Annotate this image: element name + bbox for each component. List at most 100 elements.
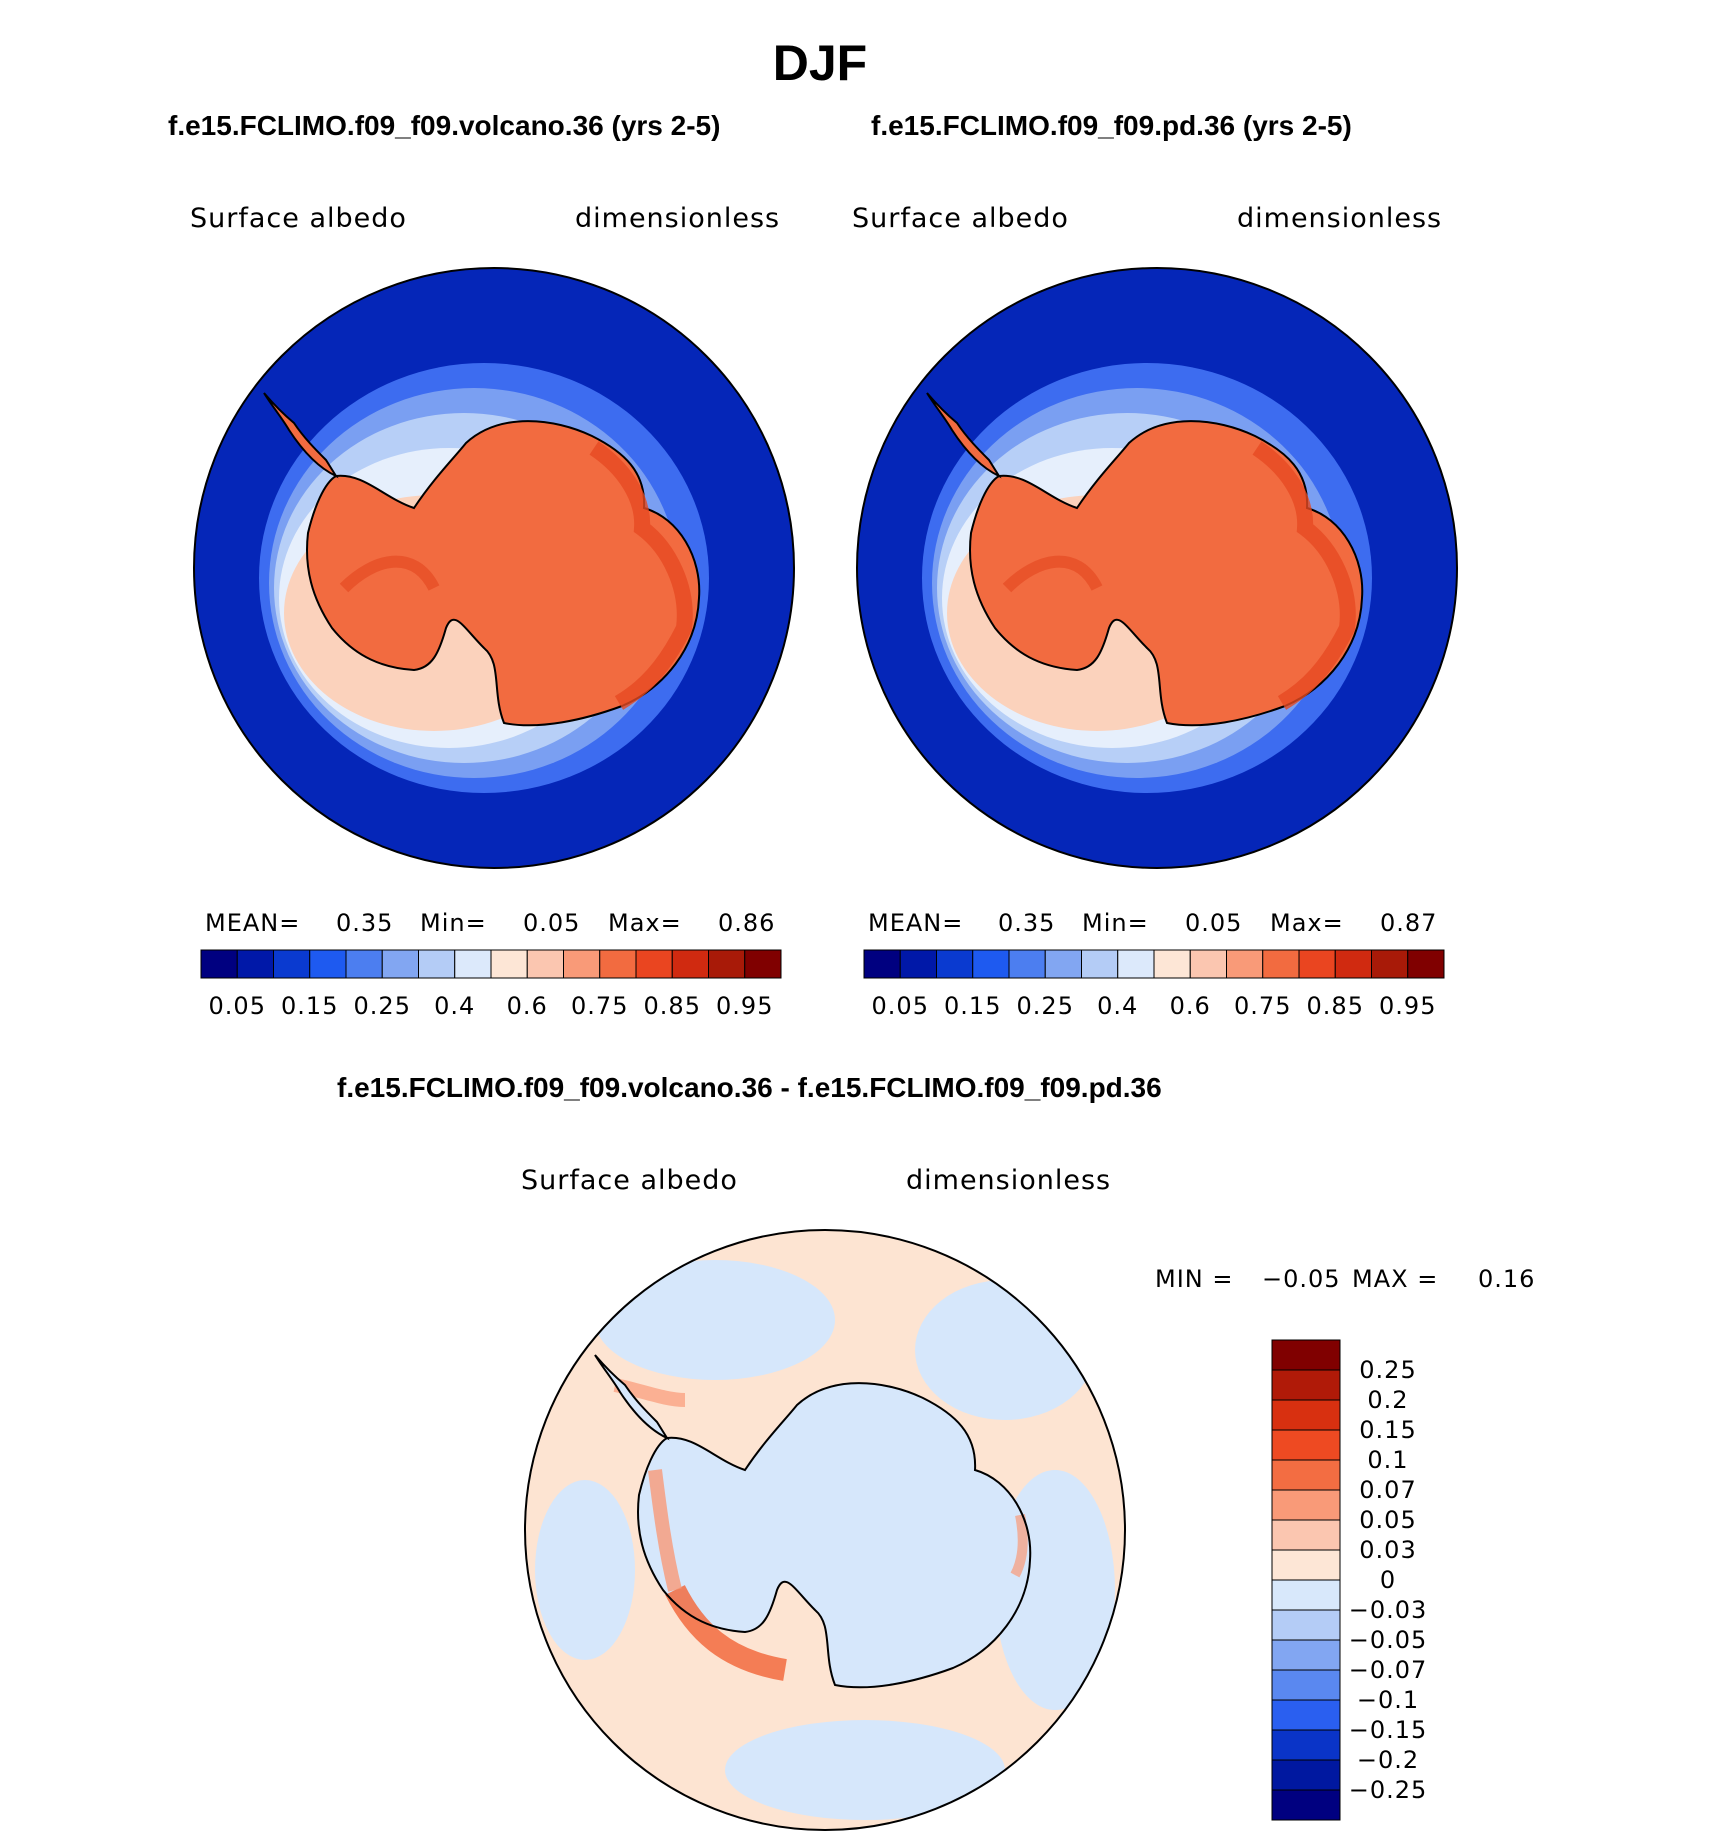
- diff-colorbar-box: [1271, 1639, 1341, 1671]
- panel-1-colorbar-box: [708, 949, 746, 979]
- panel-2-colorbar-box: [1044, 949, 1082, 979]
- panel-2-colorbar-label: 0.05: [872, 992, 929, 1020]
- diff-colorbar-box: [1271, 1759, 1341, 1791]
- panel-1-min-value: 0.05: [523, 909, 581, 937]
- diff-panel-units-label: dimensionless: [906, 1165, 1112, 1196]
- panel-2-colorbar-label: 0.85: [1307, 992, 1364, 1020]
- diff-colorbar-label: 0.15: [1359, 1416, 1416, 1444]
- panel-1-map-border: [193, 267, 795, 869]
- diff-colorbar-label: 0.25: [1359, 1356, 1416, 1384]
- panel-1-colorbar-box: [236, 949, 274, 979]
- diff-colorbar-box: [1271, 1429, 1341, 1461]
- panel-1-colorbar-box: [345, 949, 383, 979]
- panel-2-map: [857, 268, 1457, 868]
- panel-1-colorbar-label: 0.15: [281, 992, 338, 1020]
- panel-1-colorbar-box: [490, 949, 528, 979]
- panel-2-colorbar: 0.05 0.15 0.25 0.4 0.6 0.75 0.85 0.95: [863, 949, 1445, 1020]
- diff-colorbar-label: 0.07: [1359, 1476, 1416, 1504]
- diff-colorbar-box: [1271, 1339, 1341, 1371]
- diff-colorbar-box: [1271, 1519, 1341, 1551]
- diff-colorbar-label: −0.2: [1357, 1746, 1419, 1774]
- panel-2-colorbar-box: [1153, 949, 1191, 979]
- diff-panel-map: [525, 1230, 1125, 1830]
- diff-colorbar-label: −0.07: [1349, 1656, 1428, 1684]
- diff-colorbar-box: [1271, 1399, 1341, 1431]
- panel-2-colorbar-box: [1008, 949, 1046, 979]
- diff-min-label: MIN =: [1155, 1265, 1234, 1293]
- panel-2-colorbar-box: [1189, 949, 1227, 979]
- panel-1-colorbar-label: 0.85: [644, 992, 701, 1020]
- diff-colorbar-label: 0.05: [1359, 1506, 1416, 1534]
- diff-colorbar-label: −0.05: [1349, 1626, 1428, 1654]
- panel-2-colorbar-box: [1298, 949, 1336, 979]
- panel-1-colorbar-label: 0.75: [571, 992, 628, 1020]
- diff-colorbar-box: [1271, 1789, 1341, 1821]
- panel-2-colorbar-box: [1407, 949, 1445, 979]
- panel-1-max-label: Max=: [608, 909, 682, 937]
- panel-2-colorbar-label: 0.75: [1234, 992, 1291, 1020]
- panel-2-colorbar-box: [972, 949, 1010, 979]
- diff-colorbar-box: [1271, 1579, 1341, 1611]
- panel-2-colorbar-box: [1226, 949, 1264, 979]
- panel-2-colorbar-box: [1371, 949, 1409, 979]
- panel-2-max-value: 0.87: [1380, 909, 1438, 937]
- panel-2-colorbar-box: [1262, 949, 1300, 979]
- diff-colorbar-label: −0.15: [1349, 1716, 1428, 1744]
- panel-1-colorbar-box: [273, 949, 311, 979]
- page-title: DJF: [772, 35, 868, 91]
- diff-colorbar-box: [1271, 1549, 1341, 1581]
- panel-1-colorbar-label: 0.4: [434, 992, 475, 1020]
- panel-1-colorbar: 0.05 0.15 0.25 0.4 0.6 0.75 0.85 0.95: [200, 949, 782, 1020]
- panel-2-colorbar-label: 0.4: [1097, 992, 1138, 1020]
- panel-2-min-label: Min=: [1082, 909, 1149, 937]
- panel-1-colorbar-label: 0.05: [209, 992, 266, 1020]
- panel-1-colorbar-box: [635, 949, 673, 979]
- panel-2-title: f.e15.FCLIMO.f09_f09.pd.36 (yrs 2-5): [871, 110, 1352, 141]
- diff-colorbar-label: 0.2: [1367, 1386, 1408, 1414]
- diff-max-label: MAX =: [1352, 1265, 1439, 1293]
- diff-colorbar-box: [1271, 1459, 1341, 1491]
- panel-2-units-label: dimensionless: [1237, 203, 1443, 234]
- panel-1-colorbar-box: [599, 949, 637, 979]
- diff-panel-map-border: [524, 1229, 1126, 1831]
- diff-colorbar-label: 0.03: [1359, 1536, 1416, 1564]
- panel-1-colorbar-box: [671, 949, 709, 979]
- panel-2-colorbar-label: 0.25: [1017, 992, 1074, 1020]
- diff-min-value: −0.05: [1262, 1265, 1341, 1293]
- panel-1-mean-value: 0.35: [336, 909, 394, 937]
- panel-1-colorbar-box: [418, 949, 456, 979]
- diff-colorbar-box: [1271, 1729, 1341, 1761]
- panel-2-colorbar-box: [863, 949, 901, 979]
- diff-colorbar-box: [1271, 1669, 1341, 1701]
- diff-colorbar-label: 0: [1380, 1566, 1396, 1594]
- panel-2-colorbar-label: 0.95: [1379, 992, 1436, 1020]
- panel-2-colorbar-box: [1334, 949, 1372, 979]
- panel-1-units-label: dimensionless: [575, 203, 781, 234]
- diff-colorbar-label: 0.1: [1367, 1446, 1408, 1474]
- diff-panel-variable-label: Surface albedo: [521, 1165, 738, 1196]
- panel-2-colorbar-label: 0.15: [944, 992, 1001, 1020]
- panel-2-colorbar-box: [1081, 949, 1119, 979]
- panel-2-variable-label: Surface albedo: [852, 203, 1069, 234]
- panel-2-min-value: 0.05: [1185, 909, 1243, 937]
- diff-colorbar-box: [1271, 1609, 1341, 1641]
- diff-panel-title: f.e15.FCLIMO.f09_f09.volcano.36 - f.e15.…: [337, 1072, 1162, 1103]
- panel-1-title: f.e15.FCLIMO.f09_f09.volcano.36 (yrs 2-5…: [168, 110, 721, 141]
- panel-2-max-label: Max=: [1270, 909, 1344, 937]
- panel-1-colorbar-box: [381, 949, 419, 979]
- panel-1-colorbar-label: 0.25: [354, 992, 411, 1020]
- diff-max-value: 0.16: [1478, 1265, 1536, 1293]
- diff-colorbar-box: [1271, 1489, 1341, 1521]
- panel-1-min-label: Min=: [420, 909, 487, 937]
- panel-1-colorbar-box: [454, 949, 492, 979]
- panel-1-colorbar-box: [526, 949, 564, 979]
- panel-2-colorbar-box: [936, 949, 974, 979]
- panel-1-colorbar-box: [744, 949, 782, 979]
- panel-1-colorbar-box: [563, 949, 601, 979]
- panel-2-map-border: [856, 267, 1458, 869]
- panel-1-colorbar-box: [200, 949, 238, 979]
- panel-1-colorbar-label: 0.6: [507, 992, 548, 1020]
- panel-2-mean-value: 0.35: [998, 909, 1056, 937]
- diff-colorbar-box: [1271, 1369, 1341, 1401]
- diff-colorbar-label: −0.25: [1349, 1776, 1428, 1804]
